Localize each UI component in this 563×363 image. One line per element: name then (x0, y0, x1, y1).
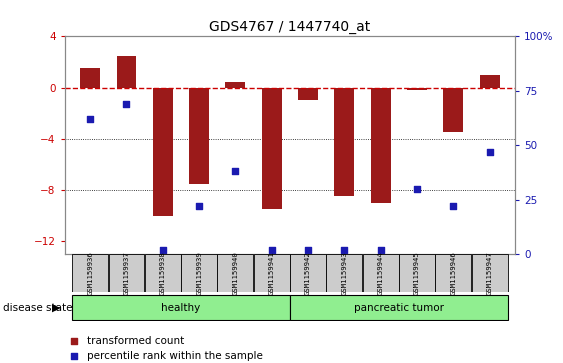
Point (376, 247, 385, 253)
Point (158, 247, 167, 253)
Point (449, 203, 458, 209)
Point (195, 203, 204, 209)
FancyBboxPatch shape (327, 254, 363, 292)
Bar (262, 87, 282, 209)
Bar (334, 87, 355, 196)
FancyBboxPatch shape (72, 254, 108, 292)
Text: disease state: disease state (3, 303, 72, 313)
Text: GSM1159938: GSM1159938 (160, 251, 166, 295)
Text: GSM1159943: GSM1159943 (341, 251, 347, 295)
Text: GSM1159942: GSM1159942 (305, 251, 311, 295)
FancyBboxPatch shape (290, 254, 326, 292)
FancyBboxPatch shape (254, 254, 290, 292)
Point (86, 116, 95, 122)
Text: healthy: healthy (162, 303, 200, 313)
Text: GSM1159941: GSM1159941 (269, 251, 275, 295)
Text: GSM1159939: GSM1159939 (196, 251, 202, 295)
Point (367, 276, 376, 282)
Text: GSM1159936: GSM1159936 (87, 251, 93, 295)
Point (122, 101, 131, 107)
Bar (371, 87, 391, 203)
Text: GSM1159940: GSM1159940 (233, 251, 239, 295)
FancyBboxPatch shape (181, 254, 217, 292)
Text: GSM1159946: GSM1159946 (450, 251, 457, 295)
Text: transformed count: transformed count (87, 336, 185, 346)
FancyBboxPatch shape (72, 295, 290, 320)
FancyBboxPatch shape (217, 254, 253, 292)
FancyBboxPatch shape (290, 295, 508, 320)
Point (367, 144, 376, 150)
FancyBboxPatch shape (363, 254, 399, 292)
Title: GDS4767 / 1447740_at: GDS4767 / 1447740_at (209, 20, 370, 34)
Point (267, 247, 276, 253)
Bar (117, 56, 136, 87)
FancyBboxPatch shape (472, 254, 508, 292)
Text: GSM1159944: GSM1159944 (378, 251, 384, 295)
Point (231, 168, 240, 174)
Text: ▶: ▶ (52, 303, 60, 313)
Bar (480, 75, 500, 87)
Text: percentile rank within the sample: percentile rank within the sample (87, 351, 263, 361)
Bar (407, 87, 427, 90)
Point (485, 149, 494, 155)
FancyBboxPatch shape (435, 254, 471, 292)
Bar (298, 87, 318, 100)
FancyBboxPatch shape (109, 254, 145, 292)
Bar (153, 87, 173, 216)
Bar (80, 68, 100, 87)
Bar (444, 87, 463, 132)
Text: GSM1159947: GSM1159947 (487, 251, 493, 295)
Text: GSM1159937: GSM1159937 (123, 251, 129, 295)
Bar (189, 87, 209, 184)
Text: GSM1159945: GSM1159945 (414, 251, 420, 295)
Point (340, 247, 349, 253)
Text: pancreatic tumor: pancreatic tumor (354, 303, 444, 313)
Bar (225, 82, 245, 87)
FancyBboxPatch shape (145, 254, 181, 292)
Point (303, 247, 312, 253)
Point (413, 186, 422, 192)
FancyBboxPatch shape (399, 254, 435, 292)
